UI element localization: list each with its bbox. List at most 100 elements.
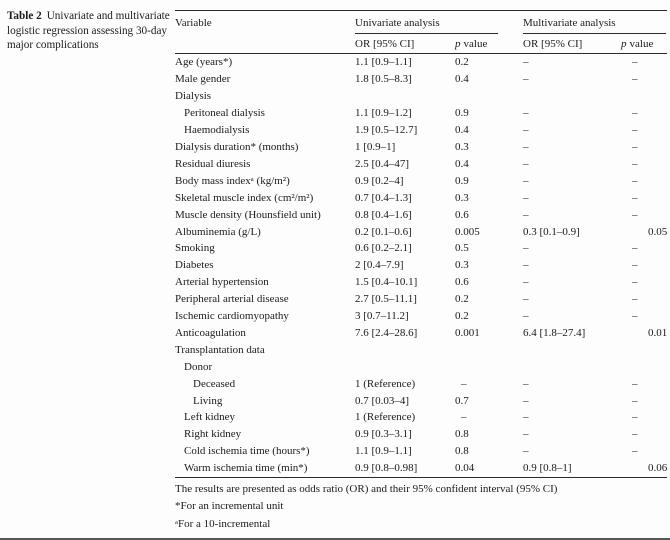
cell-multivariate-p: – (632, 124, 638, 137)
cell-multivariate-or: – (523, 56, 529, 69)
cell-multivariate-or: – (523, 140, 529, 153)
cell-univariate-or: 3 [0.7–11.2] (355, 310, 409, 323)
cell-multivariate-or: – (523, 293, 529, 306)
cell-univariate-or: 1 (Reference) (355, 411, 416, 424)
cell-univariate-or: 0.6 [0.2–2.1] (355, 242, 412, 255)
cell-univariate-or: 1.1 [0.9–1.1] (355, 56, 412, 69)
cell-multivariate-p (621, 358, 667, 375)
cell-univariate-or: 1.9 [0.5–12.7] (355, 124, 418, 137)
cell-univariate-p: 0.7 (455, 394, 469, 407)
cell-multivariate-p (621, 88, 667, 105)
regression-table: Variable Univariate analysis Multivariat… (175, 10, 667, 478)
cell-variable: Anticoagulation (175, 326, 246, 339)
footnote-superscript-a: ᵃFor a 10-incremental (175, 517, 271, 530)
cell-multivariate-p: – (632, 293, 638, 306)
cell-variable: Peripheral arterial disease (175, 293, 289, 306)
cell-multivariate-or: – (523, 377, 529, 390)
page-edge-rule (0, 538, 670, 540)
table-row: Deceased 1 (Reference) – – – (175, 375, 667, 392)
cell-univariate-p: 0.04 (455, 462, 475, 475)
cell-multivariate-p: 0.05 (648, 225, 668, 238)
cell-variable: Right kidney (184, 428, 242, 441)
cell-univariate-p: 0.3 (455, 191, 469, 204)
cell-multivariate-or: – (523, 428, 529, 441)
table-row: Skeletal muscle index (cm²/m²) 0.7 [0.4–… (175, 189, 667, 206)
cell-univariate-p: 0.4 (455, 157, 469, 170)
cell-univariate-or: 2.5 [0.4–47] (355, 157, 410, 170)
cell-univariate-or: 1.1 [0.9–1.2] (355, 107, 412, 120)
cell-variable: Residual diuresis (175, 157, 251, 170)
cell-multivariate-or (523, 358, 621, 375)
table-row: Smoking 0.6 [0.2–2.1] 0.5 – – (175, 240, 667, 257)
table-row: Albuminemia (g/L) 0.2 [0.1–0.6] 0.005 0.… (175, 223, 667, 240)
cell-multivariate-or: – (523, 124, 529, 137)
cell-multivariate-p: – (632, 445, 638, 458)
table-row: Residual diuresis 2.5 [0.4–47] 0.4 – – (175, 155, 667, 172)
cell-multivariate-or: – (523, 157, 529, 170)
table-row: Haemodialysis 1.9 [0.5–12.7] 0.4 – – (175, 122, 667, 139)
cell-univariate-p: 0.3 (455, 259, 469, 272)
cell-univariate-p: 0.9 (455, 107, 469, 120)
cell-univariate-or: 2.7 [0.5–11.1] (355, 293, 417, 306)
subheader-spacer (175, 34, 355, 53)
cell-multivariate-or: 6.4 [1.8–27.4] (523, 326, 586, 339)
cell-multivariate-p: – (632, 174, 638, 187)
header-variable: Variable (175, 16, 212, 29)
cell-univariate-or (355, 341, 455, 358)
cell-multivariate-p: – (632, 140, 638, 153)
cell-variable: Warm ischemia time (min*) (184, 462, 308, 475)
cell-variable: Deceased (193, 377, 236, 390)
cell-multivariate-p: – (632, 242, 638, 255)
cell-multivariate-or: – (523, 276, 529, 289)
cell-multivariate-or: – (523, 310, 529, 323)
cell-univariate-or: 0.7 [0.4–1.3] (355, 191, 412, 204)
cell-variable: Diabetes (175, 259, 214, 272)
cell-multivariate-p: – (632, 411, 638, 424)
cell-multivariate-p: – (632, 191, 638, 204)
table-row: Diabetes 2 [0.4–7.9] 0.3 – – (175, 257, 667, 274)
cell-univariate-p: 0.005 (455, 225, 480, 238)
table-row: Dialysis duration* (months) 1 [0.9–1] 0.… (175, 139, 667, 156)
p-rest: value (629, 37, 654, 50)
cell-variable: Cold ischemia time (hours*) (184, 445, 310, 458)
subheader-univariate-or: OR [95% CI] (355, 37, 415, 50)
cell-multivariate-or: – (523, 107, 529, 120)
table-row: Transplantation data (175, 341, 667, 358)
header-group-univariate: Univariate analysis (355, 11, 523, 34)
cell-univariate-or (355, 88, 455, 105)
cell-univariate-p (455, 358, 523, 375)
cell-variable: Albuminemia (g/L) (175, 225, 261, 238)
cell-univariate-p: 0.9 (455, 174, 469, 187)
header-group-multivariate-label: Multivariate analysis (523, 16, 616, 29)
cell-variable: Body mass indexᵃ (kg/m²) (175, 174, 290, 187)
subheader-univariate-p: p value (455, 34, 523, 53)
header-group-univariate-label: Univariate analysis (355, 16, 440, 29)
footnote-asterisk: *For an incremental unit (175, 500, 284, 513)
subheader-multivariate-p: p value (621, 34, 667, 53)
cell-multivariate-or: – (523, 394, 529, 407)
cell-variable: Ischemic cardiomyopathy (175, 310, 289, 323)
cell-univariate-or: 0.8 [0.4–1.6] (355, 208, 412, 221)
table-row: Body mass indexᵃ (kg/m²) 0.9 [0.2–4] 0.9… (175, 172, 667, 189)
cell-multivariate-p: – (632, 157, 638, 170)
cell-multivariate-p: 0.06 (648, 462, 668, 475)
cell-univariate-p (455, 88, 523, 105)
cell-univariate-p: 0.5 (455, 242, 469, 255)
cell-univariate-or: 1.8 [0.5–8.3] (355, 73, 412, 86)
cell-variable: Peritoneal dialysis (184, 107, 265, 120)
p-italic: p (455, 37, 461, 50)
cell-multivariate-or: – (523, 191, 529, 204)
cell-multivariate-or (523, 341, 621, 358)
cell-multivariate-or: 0.3 [0.1–0.9] (523, 225, 580, 238)
table-row: Anticoagulation 7.6 [2.4–28.6] 0.001 6.4… (175, 325, 667, 342)
table-caption-label: Table 2 (7, 10, 42, 22)
cell-univariate-or: 0.9 [0.8–0.98] (355, 462, 418, 475)
table-subheader: OR [95% CI] p value OR [95% CI] p value (175, 34, 667, 54)
cell-multivariate-p: – (632, 208, 638, 221)
table-row: Donor (175, 358, 667, 375)
p-italic: p (621, 37, 627, 50)
cell-multivariate-p: – (632, 377, 638, 390)
cell-univariate-p: 0.8 (455, 445, 469, 458)
cell-multivariate-or (523, 88, 621, 105)
cell-univariate-or: 1 (Reference) (355, 377, 416, 390)
